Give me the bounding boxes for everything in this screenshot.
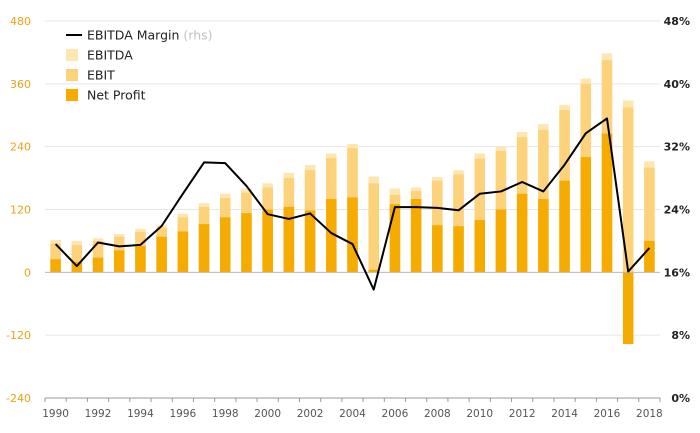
legend-swatch-net-profit bbox=[66, 89, 78, 101]
y-right-tick-label: 40% bbox=[664, 78, 690, 91]
x-tick-label-2004: 2004 bbox=[339, 408, 366, 420]
x-tick-label-1996: 1996 bbox=[169, 408, 196, 420]
y-left-tick-label: 120 bbox=[10, 204, 31, 217]
y-right-tick-label: 32% bbox=[664, 141, 690, 154]
legend-label-ebit: EBIT bbox=[87, 68, 115, 83]
x-tick-label-1994: 1994 bbox=[127, 408, 154, 420]
net-profit-bar-2014 bbox=[559, 180, 570, 273]
x-axis: 1990 1992 1994 1996 1998 2000 2002 2004 2006 2008… bbox=[42, 398, 663, 420]
y-right-tick-label: 0% bbox=[671, 392, 690, 405]
ebit-bar-2010 bbox=[474, 158, 485, 273]
net-profit-bar-1990 bbox=[50, 259, 61, 273]
net-profit-bar-2000 bbox=[262, 209, 273, 273]
net-profit-bar-1997 bbox=[198, 224, 210, 273]
legend-label-rhs: (rhs) bbox=[183, 28, 212, 43]
net-profit-bar-2011 bbox=[495, 209, 507, 273]
legend-label-ebitda-margin: EBITDA Margin (rhs) bbox=[87, 28, 213, 43]
legend-label-ebitda-margin-name: EBITDA Margin bbox=[87, 28, 179, 43]
net-profit-bar-2018 bbox=[644, 240, 655, 273]
net-profit-bar-2012 bbox=[516, 193, 528, 273]
net-profit-bar-2003 bbox=[326, 199, 337, 273]
net-profit-bar-2007 bbox=[410, 199, 422, 273]
net-profit-bar-2015 bbox=[580, 157, 592, 273]
y-right-tick-label: 8% bbox=[671, 329, 690, 342]
ebit-bar-1990 bbox=[50, 243, 61, 273]
net-profit-bar-2016 bbox=[601, 133, 613, 273]
net-profit-bar-2005 bbox=[368, 269, 379, 273]
net-profit-bar-2002 bbox=[304, 210, 316, 273]
x-tick-label-2000: 2000 bbox=[254, 408, 281, 420]
net-profit-bar-2017 bbox=[622, 272, 634, 345]
net-profit-bar-1995 bbox=[156, 236, 167, 273]
ebit-bar-2017 bbox=[622, 107, 634, 273]
y-right-tick-label: 16% bbox=[664, 266, 690, 279]
ebit-bar-1992 bbox=[92, 240, 104, 273]
ebitda-margin-line bbox=[54, 117, 651, 291]
ebit-bar-2018 bbox=[644, 167, 655, 273]
y-left-tick-label: 0 bbox=[24, 266, 31, 279]
net-profit-bar-1996 bbox=[177, 231, 189, 273]
net-profit-bar-1994 bbox=[135, 246, 146, 273]
y-left-tick-label: 240 bbox=[10, 141, 31, 154]
x-tick-label-1992: 1992 bbox=[85, 408, 112, 420]
y-axis-left: -240 -120 0 120 240 360 480 bbox=[6, 15, 31, 405]
net-profit-bar-1998 bbox=[220, 217, 231, 273]
x-tick-label-2016: 2016 bbox=[594, 408, 621, 420]
net-profit-bar-2001 bbox=[283, 206, 295, 273]
net-profit-bar-2013 bbox=[538, 199, 549, 273]
net-profit-bar-1993 bbox=[113, 250, 125, 273]
x-tick-label-2002: 2002 bbox=[297, 408, 324, 420]
x-tick-label-1990: 1990 bbox=[42, 408, 69, 420]
x-tick-label-2012: 2012 bbox=[509, 408, 536, 420]
net-profit-bar-2004 bbox=[347, 197, 358, 273]
x-tick-label-2008: 2008 bbox=[424, 408, 451, 420]
y-right-tick-label: 48% bbox=[664, 15, 690, 28]
net-profit-bar-2006 bbox=[389, 204, 401, 273]
y-left-tick-label: -120 bbox=[6, 329, 31, 342]
ebit-bar-2005 bbox=[368, 183, 379, 273]
y-left-tick-label: 480 bbox=[10, 15, 31, 28]
x-tick-label-2010: 2010 bbox=[466, 408, 493, 420]
y-left-tick-label: 360 bbox=[10, 78, 31, 91]
net-profit-bar-1992 bbox=[92, 257, 104, 273]
y-left-tick-label: -240 bbox=[6, 392, 31, 405]
legend-label-net-profit: Net Profit bbox=[87, 88, 146, 103]
net-profit-bar-1991 bbox=[71, 261, 83, 273]
x-tick-label-2018: 2018 bbox=[636, 408, 663, 420]
net-profit-bar-2010 bbox=[474, 219, 485, 273]
net-profit-bars bbox=[50, 133, 655, 345]
x-tick-label-2006: 2006 bbox=[382, 408, 409, 420]
legend: EBITDA Margin (rhs) EBITDA EBIT Net Prof… bbox=[66, 28, 213, 103]
legend-label-ebitda: EBITDA bbox=[87, 48, 133, 63]
legend-swatch-ebit bbox=[66, 69, 78, 81]
legend-swatch-ebitda bbox=[66, 49, 78, 61]
y-right-tick-label: 24% bbox=[664, 204, 690, 217]
net-profit-bar-1999 bbox=[241, 213, 252, 273]
net-profit-bar-2008 bbox=[432, 225, 443, 273]
y-axis-right: 0% 8% 16% 24% 32% 40% 48% bbox=[664, 15, 690, 405]
x-tick-label-2014: 2014 bbox=[551, 408, 578, 420]
net-profit-bar-2009 bbox=[453, 226, 464, 273]
ebit-bar-2009 bbox=[453, 174, 464, 273]
ebit-bar-1991 bbox=[71, 245, 83, 273]
x-tick-label-1998: 1998 bbox=[212, 408, 239, 420]
